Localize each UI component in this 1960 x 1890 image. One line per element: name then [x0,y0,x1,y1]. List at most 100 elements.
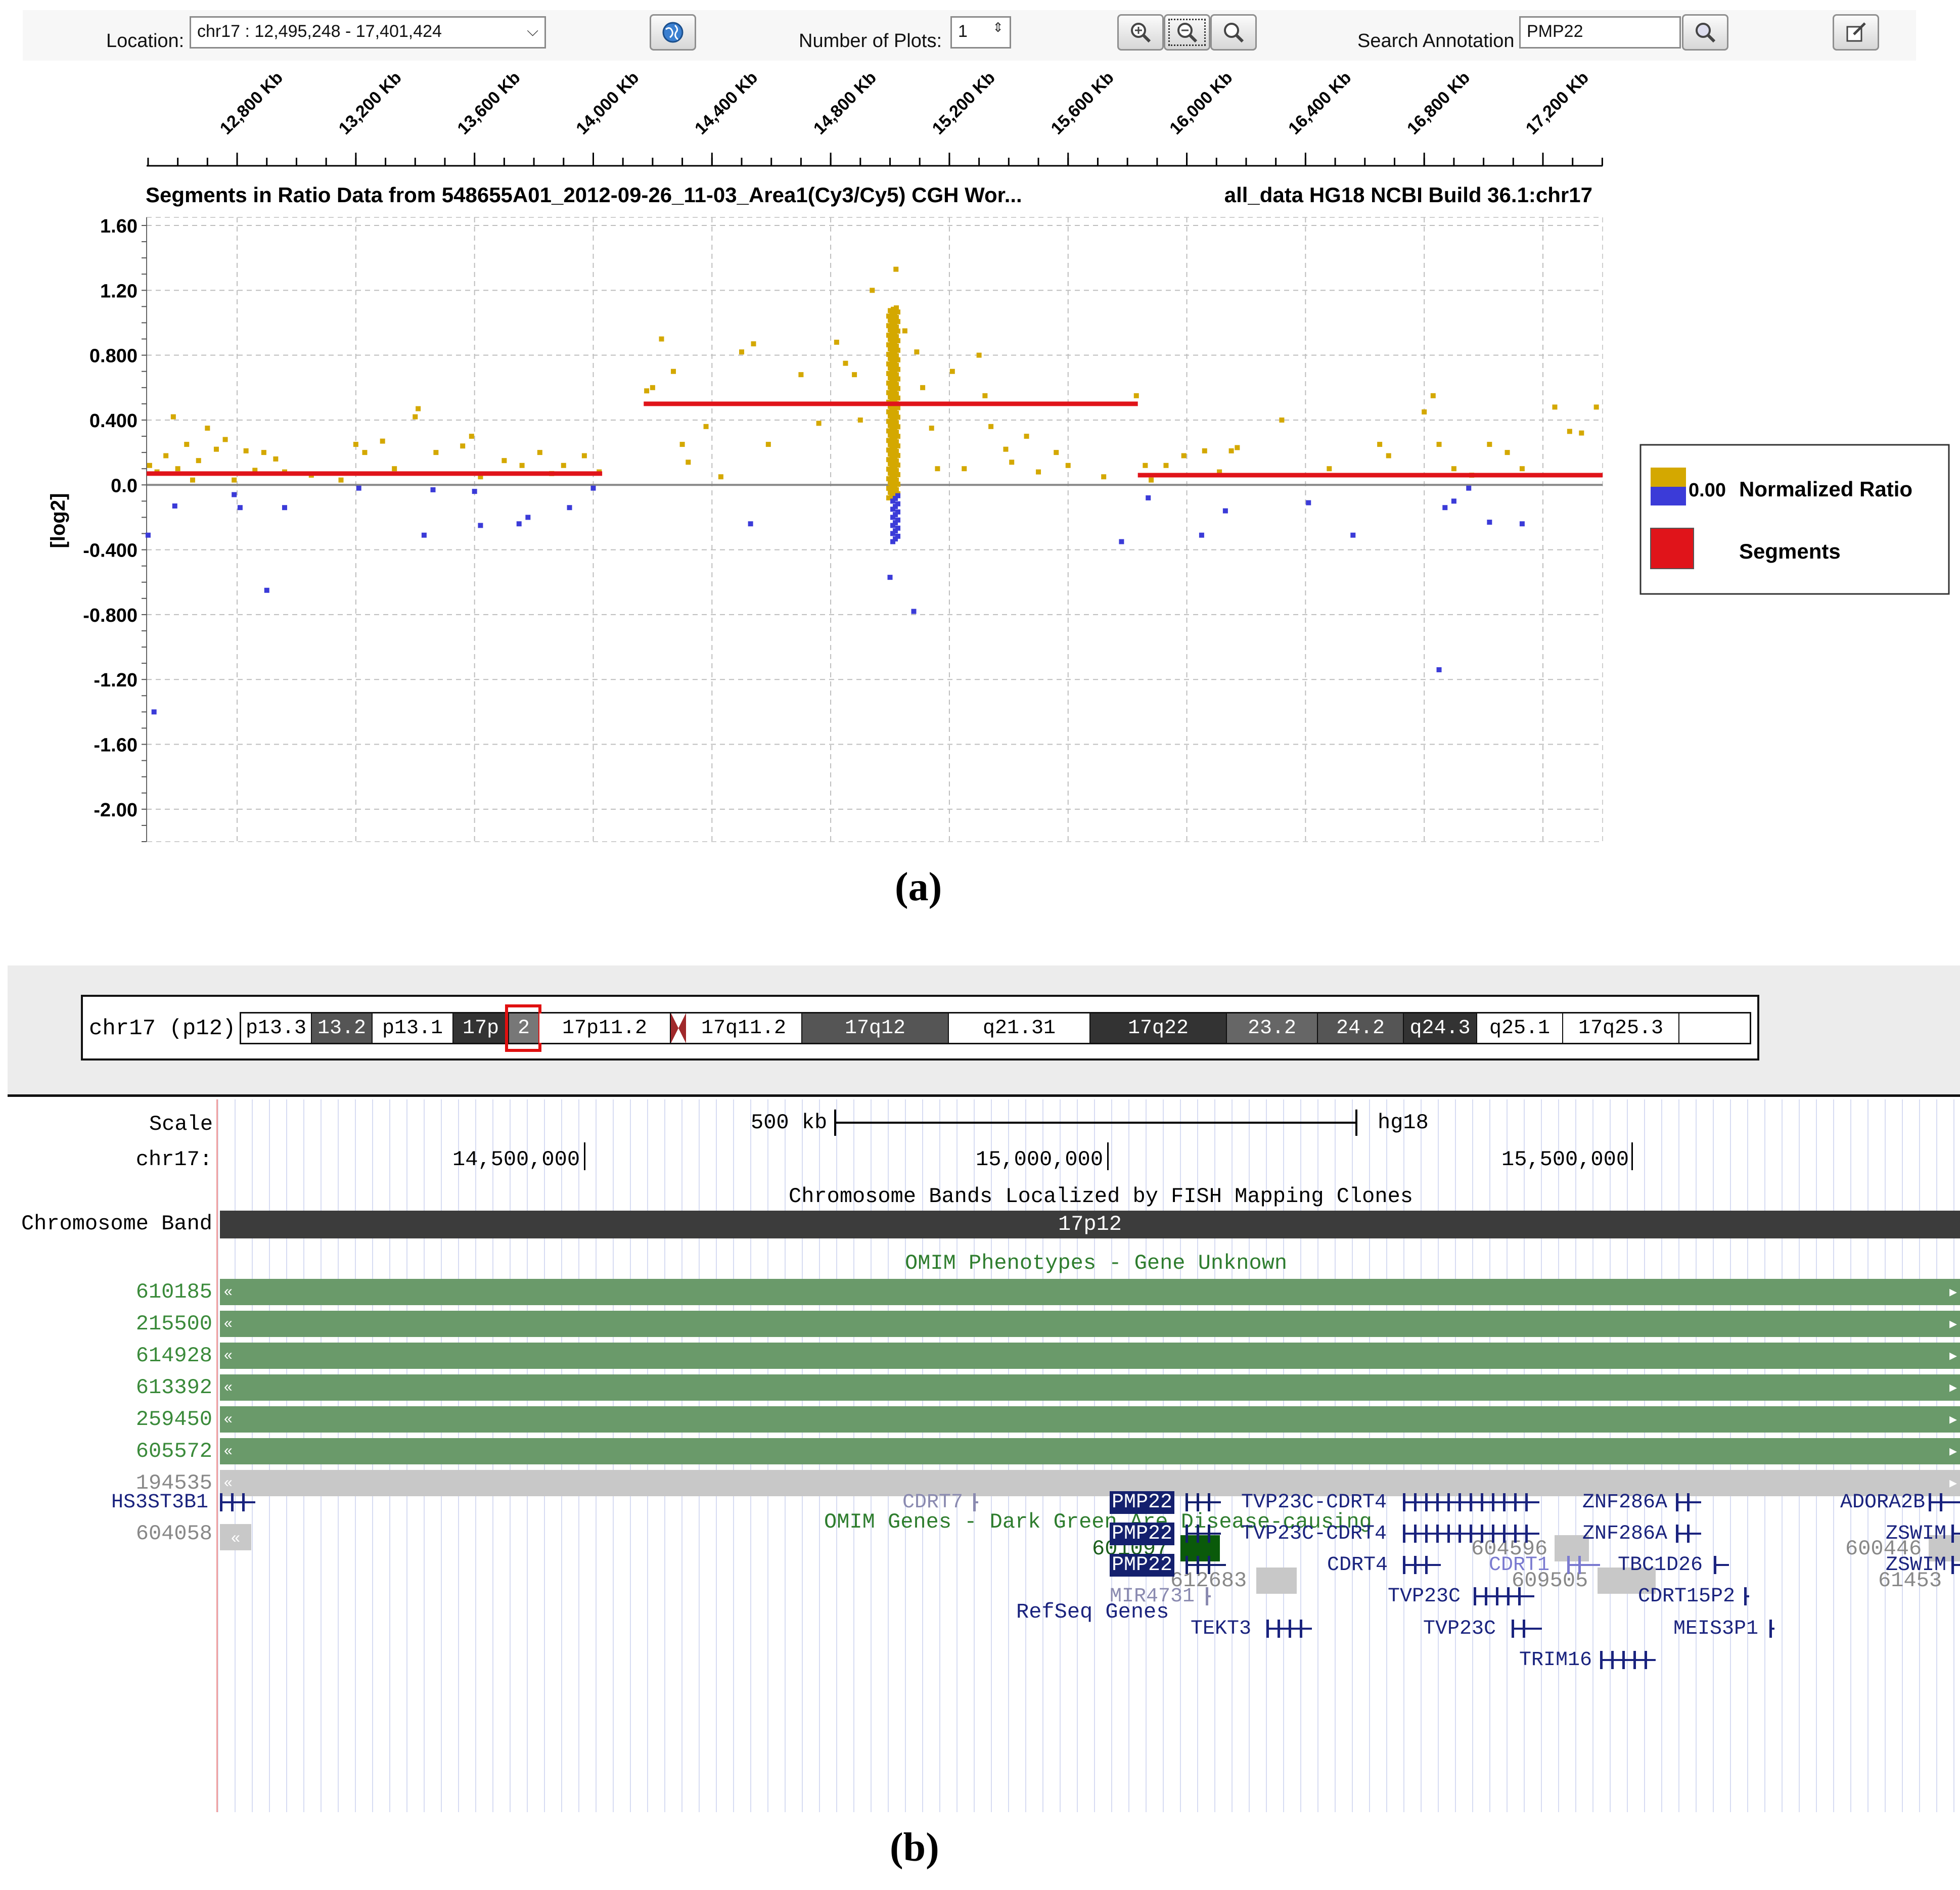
gene-label[interactable]: PMP22 [1110,1554,1175,1577]
data-point-cluster [891,450,896,455]
omim-gene-609505[interactable] [1598,1568,1656,1594]
data-point-cluster [886,380,892,386]
gene-model[interactable] [1186,1493,1221,1511]
gene-label[interactable]: CDRT15P2 [1638,1585,1736,1608]
ideogram-band[interactable]: 17q11.2 [686,1013,802,1043]
gene-label[interactable]: TVP23C [1388,1585,1461,1608]
ideogram-band[interactable]: 13.2 [312,1013,373,1043]
omim-gene-600446[interactable] [1929,1535,1960,1561]
search-button[interactable] [1682,14,1728,51]
gene-model[interactable] [1206,1587,1211,1605]
omim-gene-612683[interactable] [1256,1568,1297,1594]
data-point-cluster [889,379,895,385]
gene-model[interactable] [1186,1525,1221,1543]
gene-label[interactable]: ZSWIM [1886,1523,1947,1545]
omim-phenotype-bar[interactable]: «▸ [220,1438,1960,1464]
ideogram-band[interactable]: 17p11.2 [539,1013,671,1043]
gene-label[interactable]: CDRT7 [902,1491,964,1514]
gene-label[interactable]: PMP22 [1110,1523,1175,1545]
ideogram-band[interactable]: 17q12 [802,1013,949,1043]
ideogram-band[interactable]: q24.3 [1404,1013,1477,1043]
gene-model[interactable] [1403,1525,1539,1543]
gene-model[interactable] [1676,1493,1701,1511]
ideogram-band[interactable]: q25.1 [1477,1013,1563,1043]
chr-label: chr17: [135,1147,212,1172]
gene-model[interactable] [220,1493,255,1511]
num-plots-spinner[interactable]: 1 ⇕ [950,16,1011,49]
ideogram-band[interactable]: 23.2 [1227,1013,1318,1043]
gene-model[interactable] [1512,1620,1542,1638]
omim-phenotype-bar[interactable]: «▸ [220,1406,1960,1433]
gene-model[interactable] [1600,1651,1656,1669]
gene-label[interactable]: CDRT1 [1489,1554,1550,1577]
location-select[interactable]: chr17 : 12,495,248 - 17,401,424 ⌵ [190,16,546,49]
zoom-in-button[interactable] [1117,14,1164,51]
gene-label[interactable]: TRIM16 [1519,1649,1592,1672]
gene-label[interactable]: CDRT4 [1327,1554,1388,1577]
search-annotation-input[interactable]: PMP22 [1519,16,1681,49]
gene-model[interactable] [1714,1556,1729,1574]
data-point-cluster [889,465,895,471]
ideogram-band[interactable]: q21.31 [949,1013,1090,1043]
data-point-cluster [895,357,901,362]
data-point-positive [834,340,839,345]
data-point-cluster [894,439,899,445]
gene-label[interactable]: ZNF286A [1582,1491,1668,1514]
gene-model[interactable] [1744,1587,1749,1605]
gene-model[interactable] [1951,1556,1960,1574]
gene-label[interactable]: TBC1D26 [1618,1554,1703,1577]
location-value: chr17 : 12,495,248 - 17,401,424 [197,22,442,41]
gene-model[interactable] [1951,1525,1960,1543]
ideogram-band[interactable]: p13.3 [241,1013,312,1043]
gene-label[interactable]: MEIS3P1 [1673,1618,1759,1640]
gene-label[interactable]: TVP23C-CDRT4 [1241,1523,1387,1545]
gene-label[interactable]: MIR4731 [1110,1585,1195,1608]
gene-model[interactable] [1403,1556,1441,1574]
chromosome-band-bar[interactable]: 17p12 [220,1211,1960,1238]
omim-gene-604596[interactable] [1555,1535,1589,1561]
omim-gene-604058[interactable]: « [220,1524,251,1550]
gene-model[interactable] [1769,1620,1774,1638]
gene-label[interactable]: TVP23C-CDRT4 [1241,1491,1387,1514]
zoom-out-button[interactable] [1164,14,1210,51]
gene-label[interactable]: TEKT3 [1191,1618,1252,1640]
omim-phenotype-bar[interactable]: «▸ [220,1374,1960,1401]
gene-model[interactable] [1403,1493,1539,1511]
exon [1458,1493,1461,1511]
gene-label[interactable]: PMP22 [1110,1491,1175,1514]
data-point-positive [1065,463,1071,468]
omim-phenotype-bar[interactable]: «▸ [220,1470,1960,1496]
ideogram-band[interactable]: p13.1 [373,1013,453,1043]
omim-phenotype-bar[interactable]: «▸ [220,1311,1960,1337]
gene-model[interactable] [1929,1493,1960,1511]
ideogram-band[interactable]: 17q25.3 [1563,1013,1679,1043]
exon [1206,1587,1208,1605]
ideogram-band[interactable]: 24.2 [1318,1013,1404,1043]
ideogram-band[interactable]: 17p [453,1013,509,1043]
gene-model[interactable] [1676,1525,1701,1543]
gene-label[interactable]: ZNF286A [1582,1523,1668,1545]
globe-button[interactable] [650,14,696,51]
data-point-cluster [888,308,893,313]
gene-model[interactable] [1567,1556,1600,1574]
omim-phenotype-bar[interactable]: «▸ [220,1279,1960,1305]
gene-model[interactable] [1186,1556,1226,1574]
zoom-fit-button[interactable] [1210,14,1257,51]
gene-model[interactable] [1474,1587,1534,1605]
gene-model[interactable] [1266,1620,1312,1638]
data-point-cluster-negative [890,539,896,544]
gene-label[interactable]: ZSWIM [1886,1554,1947,1577]
omim-phenotype-label: 610185 [135,1280,212,1304]
gene-label[interactable]: ADORA2B [1840,1491,1926,1514]
data-points [145,266,1599,715]
omim-phenotype-bar[interactable]: «▸ [220,1343,1960,1369]
exon [1208,1493,1210,1511]
data-point-cluster [888,337,893,342]
edit-button[interactable] [1833,14,1879,51]
exon [1507,1587,1510,1605]
gene-label[interactable]: TVP23C [1423,1618,1496,1640]
ideogram-band[interactable]: 17q22 [1090,1013,1227,1043]
data-point-negative [145,532,151,538]
gene-label[interactable]: HS3ST3B1 [111,1491,209,1514]
gene-model[interactable] [973,1493,978,1511]
